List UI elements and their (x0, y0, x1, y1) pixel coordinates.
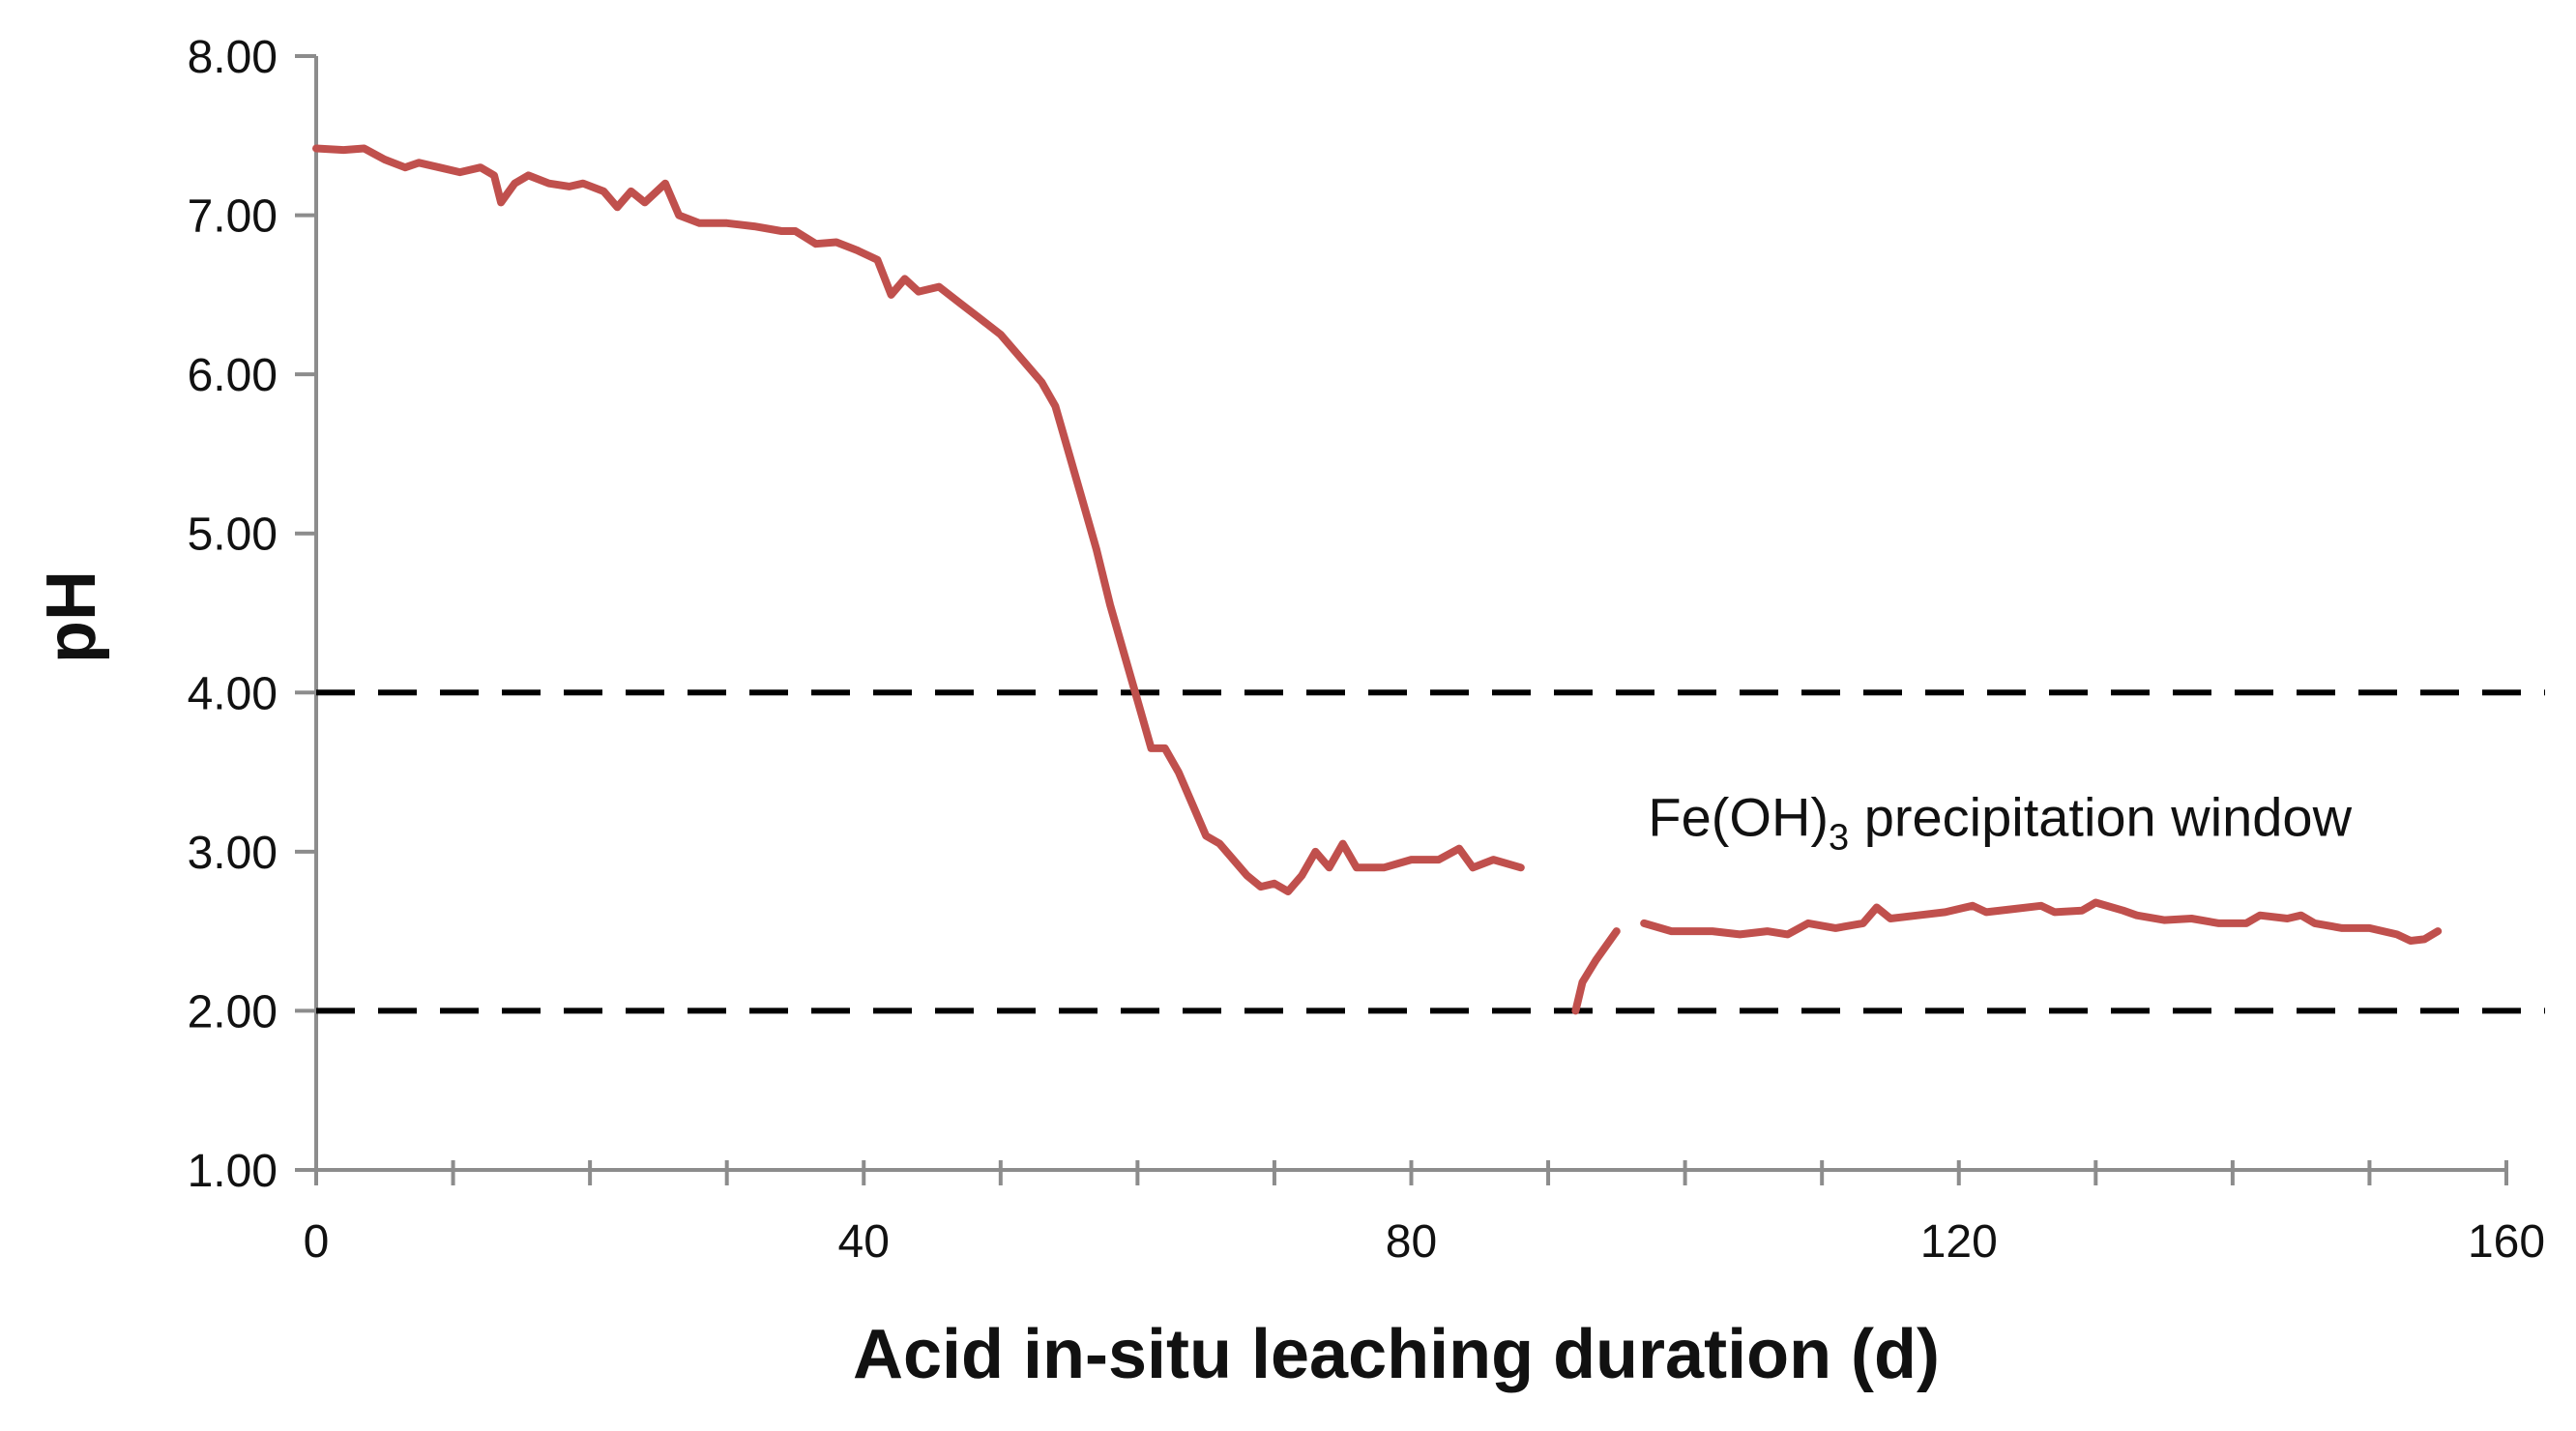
y-tick-label: 1.00 (188, 1146, 278, 1197)
series-layer (312, 144, 2443, 1015)
x-tick-label: 40 (838, 1216, 890, 1268)
y-tick-label: 7.00 (188, 191, 278, 243)
annotation-text: Fe(OH)3 precipitation window (1648, 786, 2352, 858)
series-line-segment (1640, 898, 2443, 945)
series-line-segment (1571, 927, 1621, 1015)
series-line-segment (312, 144, 1525, 895)
annotation-subscript: 3 (1829, 817, 1849, 858)
x-tick-label: 160 (2468, 1216, 2545, 1268)
y-tick-label: 3.00 (188, 828, 278, 879)
y-tick-label: 4.00 (188, 668, 278, 719)
annotation-rest: precipitation window (1849, 786, 2352, 847)
y-tick-label: 6.00 (188, 350, 278, 401)
reference-lines (316, 689, 2545, 1014)
y-ticks: 1.00 2.00 3.00 4.00 5.00 6.00 7.00 8.00 (188, 32, 316, 1197)
x-tick-label: 0 (304, 1216, 330, 1268)
y-tick-label: 8.00 (188, 32, 278, 83)
annotation-main: Fe(OH) (1648, 786, 1829, 847)
y-tick-label: 5.00 (188, 510, 278, 561)
x-tick-label: 120 (1920, 1216, 1998, 1268)
x-tick-label: 80 (1386, 1216, 1437, 1268)
x-ticks: 0 40 80 120 160 (304, 1160, 2545, 1268)
y-tick-label: 2.00 (188, 986, 278, 1037)
y-axis-title: pH (33, 570, 110, 663)
plot-area: 1.00 2.00 3.00 4.00 5.00 6.00 7.00 8.00 0 40 80 12… (188, 32, 2545, 1268)
x-axis-title: Acid in-situ leaching duration (d) (853, 1316, 1940, 1393)
